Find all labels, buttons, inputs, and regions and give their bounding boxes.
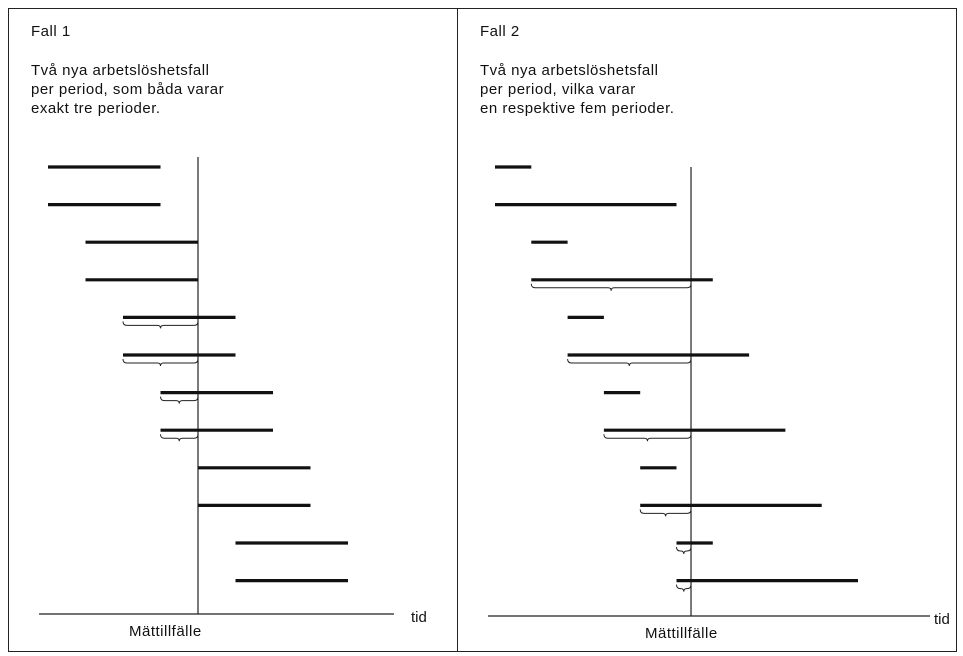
measurement-point-label: Mättillfälle [129,623,202,640]
elapsed-duration-brace [160,396,199,404]
panel-title: Fall 1 [31,23,71,40]
elapsed-duration-brace [122,358,199,367]
spell-diagram [39,157,394,615]
spell-diagram [488,165,930,617]
panel-fall-2: Fall 2 Två nya arbetslöshetsfall per per… [457,8,957,652]
description-line: Två nya arbetslöshetsfall [31,62,210,79]
elapsed-duration-brace [676,584,692,592]
elapsed-duration-brace [122,321,199,329]
elapsed-duration-brace [567,358,692,367]
elapsed-duration-brace [160,434,199,442]
description-line: Två nya arbetslöshetsfall [480,62,659,79]
elapsed-duration-brace [603,434,692,442]
panel-title: Fall 2 [480,23,520,40]
description-line: en respektive fem perioder. [480,100,675,117]
elapsed-duration-brace [639,509,692,517]
elapsed-duration-brace [530,283,692,291]
time-axis-label: tid [411,609,427,626]
description-line: per period, som båda varar [31,81,225,98]
description-line: per period, vilka varar [480,81,636,98]
time-axis-label: tid [934,611,950,628]
panel-description: Två nya arbetslöshetsfall per period, so… [31,61,224,118]
panel-description: Två nya arbetslöshetsfall per period, vi… [480,61,674,118]
measurement-point-label: Mättillfälle [645,625,718,642]
elapsed-duration-brace [676,546,692,555]
panel-fall-1: Fall 1 Två nya arbetslöshetsfall per per… [8,8,458,652]
description-line: exakt tre perioder. [31,100,161,117]
